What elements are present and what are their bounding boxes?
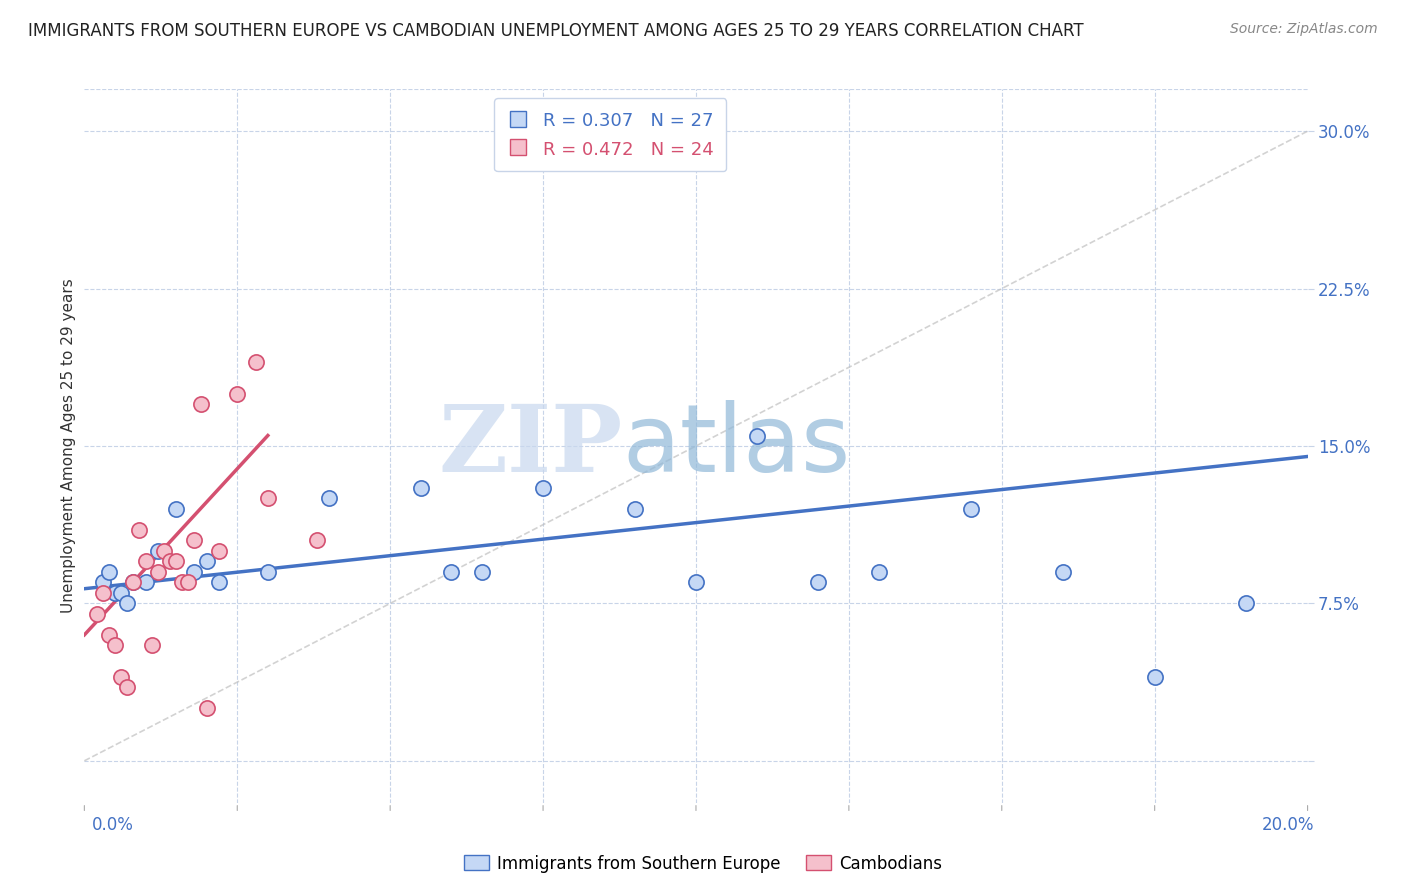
Point xyxy=(190,397,212,411)
Point xyxy=(471,565,494,579)
Point xyxy=(122,575,145,590)
Point xyxy=(1236,596,1258,610)
Point xyxy=(177,575,200,590)
Point xyxy=(440,565,463,579)
Point xyxy=(115,596,138,610)
Point xyxy=(91,586,114,600)
Point xyxy=(104,586,127,600)
Point xyxy=(409,481,432,495)
Point xyxy=(960,502,983,516)
Point xyxy=(531,481,554,495)
Point xyxy=(685,575,707,590)
Point xyxy=(195,554,218,568)
Point xyxy=(86,607,108,621)
Point xyxy=(135,554,157,568)
Point xyxy=(195,701,218,715)
Point xyxy=(257,491,280,506)
Point xyxy=(747,428,769,442)
Point xyxy=(183,565,205,579)
Point xyxy=(97,628,120,642)
Point xyxy=(146,565,169,579)
Point xyxy=(104,639,127,653)
Point xyxy=(172,575,194,590)
Point xyxy=(869,565,891,579)
Point xyxy=(624,502,647,516)
Point xyxy=(91,575,114,590)
Point xyxy=(183,533,205,548)
Text: IMMIGRANTS FROM SOUTHERN EUROPE VS CAMBODIAN UNEMPLOYMENT AMONG AGES 25 TO 29 YE: IMMIGRANTS FROM SOUTHERN EUROPE VS CAMBO… xyxy=(28,22,1084,40)
Point xyxy=(257,565,280,579)
Legend: R = 0.307   N = 27, R = 0.472   N = 24: R = 0.307 N = 27, R = 0.472 N = 24 xyxy=(495,98,727,171)
Text: 20.0%: 20.0% xyxy=(1263,816,1315,834)
Point xyxy=(165,554,187,568)
Point xyxy=(1143,670,1166,684)
Point xyxy=(1052,565,1074,579)
Point xyxy=(226,386,249,401)
Point xyxy=(208,544,231,558)
Legend: Immigrants from Southern Europe, Cambodians: Immigrants from Southern Europe, Cambodi… xyxy=(457,848,949,880)
Point xyxy=(208,575,231,590)
Point xyxy=(97,565,120,579)
Point xyxy=(135,575,157,590)
Point xyxy=(245,355,267,369)
Point xyxy=(146,544,169,558)
Point xyxy=(305,533,328,548)
Text: Source: ZipAtlas.com: Source: ZipAtlas.com xyxy=(1230,22,1378,37)
Text: atlas: atlas xyxy=(623,400,851,492)
Point xyxy=(128,523,150,537)
Point xyxy=(165,502,187,516)
Point xyxy=(807,575,830,590)
Point xyxy=(110,670,132,684)
Point xyxy=(159,554,181,568)
Point xyxy=(318,491,340,506)
Text: 0.0%: 0.0% xyxy=(91,816,134,834)
Point xyxy=(122,575,145,590)
Point xyxy=(115,681,138,695)
Y-axis label: Unemployment Among Ages 25 to 29 years: Unemployment Among Ages 25 to 29 years xyxy=(60,278,76,614)
Point xyxy=(153,544,176,558)
Point xyxy=(141,639,163,653)
Point xyxy=(110,586,132,600)
Text: ZIP: ZIP xyxy=(439,401,623,491)
